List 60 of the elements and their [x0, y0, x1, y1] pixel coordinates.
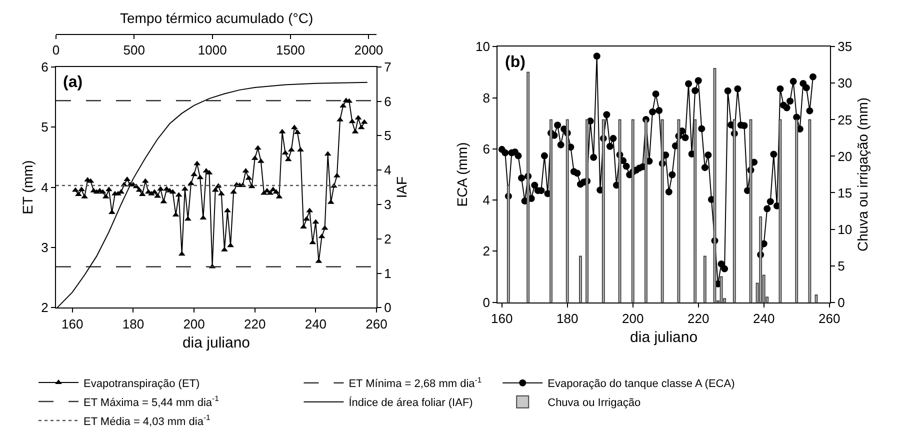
x-tick-label: 260: [366, 316, 388, 332]
y2-tick-label: 15: [838, 185, 852, 200]
y2-tick-label: 4: [384, 162, 392, 178]
y-tick-label: 3: [41, 240, 48, 256]
y2-axis-title: Chuva ou irrigação (mm): [854, 97, 870, 252]
legend-label: ET Média = 4,03 mm dia$^{-1}$: [84, 413, 210, 428]
y-tick-label: 5: [41, 120, 48, 135]
x-tick-label: 160: [62, 316, 84, 332]
x-tick-label: 200: [622, 310, 644, 326]
x-tick-label: 240: [753, 310, 775, 326]
x2-tick-label: 0: [52, 42, 60, 58]
y-tick-label: 8: [482, 90, 490, 106]
y-tick-label: 4: [41, 180, 48, 195]
legend-label: ET Mínima = 2,68 mm dia$^{-1}$: [348, 376, 482, 390]
x-axis-title: dia juliano: [182, 334, 250, 352]
x2-axis-title: Tempo térmico acumulado (°C): [120, 10, 314, 26]
y-tick-label: 6: [41, 59, 48, 74]
y-tick-label: 2: [482, 244, 490, 259]
x-tick-label: 180: [556, 310, 578, 326]
y2-tick-label: 5: [838, 258, 845, 274]
legend-label: Evapotranspiração (ET): [84, 378, 200, 390]
y2-tick-label: 7: [384, 59, 392, 74]
y2-tick-label: 1: [384, 266, 392, 281]
y2-tick-label: 0: [384, 300, 392, 316]
y2-tick-label: 30: [838, 76, 852, 91]
legend-label: ET Máxima = 5,44 mm dia$^{-1}$: [84, 394, 219, 409]
y2-tick-label: 35: [838, 39, 852, 54]
y-axis-title: ET (mm): [20, 160, 36, 214]
y-tick-label: 6: [482, 141, 490, 156]
y-axis-title: ECA (mm): [454, 142, 470, 207]
x-tick-label: 240: [304, 316, 327, 332]
y2-tick-label: 0: [838, 294, 845, 310]
y2-tick-label: 6: [384, 94, 392, 109]
y2-tick-label: 2: [384, 231, 392, 246]
chart-title: (b): [505, 54, 526, 71]
y-tick-label: 10: [476, 39, 490, 54]
legend-label: Índice de área foliar (IAF): [348, 396, 473, 410]
x2-tick-label: 500: [123, 42, 146, 58]
y-tick-label: 4: [482, 192, 490, 208]
y2-tick-label: 3: [384, 197, 392, 212]
x2-tick-label: 1500: [276, 42, 305, 58]
y-tick-label: 2: [41, 300, 48, 316]
x-tick-label: 220: [244, 316, 266, 332]
y2-tick-label: 10: [838, 222, 852, 237]
chart-title: (a): [63, 74, 83, 91]
x2-tick-label: 2000: [354, 42, 384, 58]
y-tick-label: 0: [482, 294, 490, 310]
x-axis-title: dia juliano: [630, 328, 698, 346]
y2-tick-label: 25: [838, 112, 852, 128]
x-tick-label: 260: [818, 310, 840, 326]
x-tick-label: 220: [688, 310, 710, 326]
legend-label: Evaporação do tanque classe A (ECA): [548, 378, 735, 390]
y2-tick-label: 5: [384, 128, 392, 144]
x-tick-label: 200: [183, 316, 205, 332]
y2-axis-title: IAF: [394, 176, 410, 198]
x-tick-label: 160: [491, 310, 513, 326]
x-tick-label: 180: [122, 316, 144, 332]
x2-tick-label: 1000: [198, 42, 227, 58]
legend-label: Chuva ou Irrigação: [548, 397, 641, 410]
y2-tick-label: 20: [838, 148, 852, 164]
